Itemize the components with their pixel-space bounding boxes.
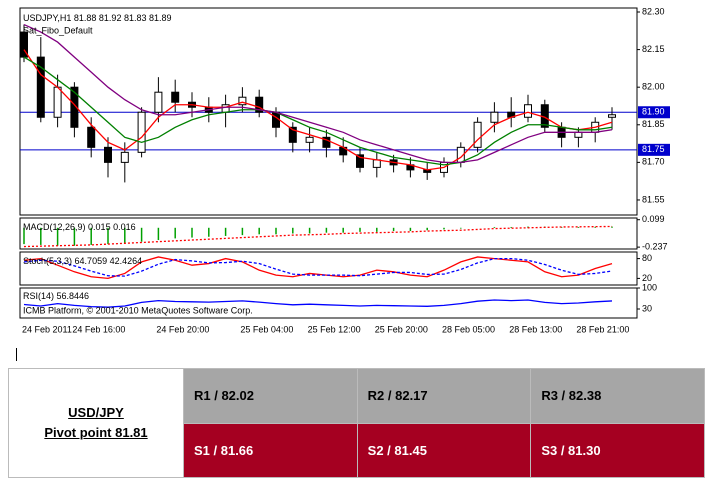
support: S2 / 81.45	[356, 422, 532, 478]
candle-body	[322, 136, 331, 148]
label: Stoch(5,3,3)	[23, 256, 72, 266]
quote: 81.88	[74, 13, 97, 23]
x-tick-label: 24 Feb 2011	[22, 324, 72, 334]
panel-frame	[19, 7, 638, 216]
candle-body	[490, 111, 499, 123]
candle-body	[238, 96, 247, 106]
candle-body	[356, 154, 364, 168]
x-tick-label: 25 Feb 12:00	[308, 324, 361, 334]
candle-body	[255, 96, 264, 113]
readout: 0.015	[88, 222, 111, 232]
y-tick-label: 82.15	[642, 44, 665, 54]
moving-average	[23, 56, 613, 166]
y-tick-label: 82.00	[642, 82, 665, 92]
x-tick-label: 25 Feb 04:00	[240, 324, 293, 334]
candle-body	[608, 114, 616, 118]
candle-body	[53, 86, 62, 118]
candle-body	[36, 56, 45, 118]
readout: 42.4264	[110, 256, 143, 266]
pivot: Pivot point 81.81	[44, 425, 148, 440]
candle-body	[171, 91, 180, 103]
rsi-line	[23, 299, 613, 308]
y-tick-label: -0.237	[642, 241, 668, 251]
moving-average	[23, 49, 613, 171]
y-tick-label: 81.70	[642, 157, 665, 167]
resistance: R3 / 82.38	[530, 368, 705, 424]
x-tick-label: 28 Feb 21:00	[576, 324, 629, 334]
candle-body	[288, 126, 297, 143]
x-tick-label: 28 Feb 05:00	[442, 324, 495, 334]
panel-frame	[19, 217, 638, 250]
moving-average	[23, 23, 613, 164]
stoch-signal	[23, 257, 613, 277]
quote: 81.83	[124, 13, 147, 23]
readout: 64.7059	[75, 256, 108, 266]
candle-body	[524, 104, 532, 118]
pivot-table: USD/JPY Pivot point 81.81 R1 / 82.02 R2 / …	[8, 368, 705, 478]
candle-body	[372, 159, 381, 168]
y-tick-label: 0.099	[642, 214, 665, 224]
candle-body	[574, 131, 583, 138]
quote: 81.92	[99, 13, 122, 23]
y-tick-label: 20	[642, 273, 652, 283]
symbol: USDJPY,H1	[23, 13, 71, 23]
y-tick-label: 81.85	[642, 119, 665, 129]
candle-body	[70, 86, 79, 128]
x-tick-label: 28 Feb 13:00	[509, 324, 562, 334]
copyright: ICMB Platform, © 2001-2010 MetaQuotes So…	[23, 305, 253, 315]
price-label: 81.75	[642, 144, 665, 154]
panel-frame	[19, 287, 638, 319]
label: RSI(14)	[23, 291, 54, 301]
price-label-box	[638, 143, 670, 156]
readout: 0.016	[113, 222, 136, 232]
quote: 81.89	[149, 13, 172, 23]
resistance: R1 / 82.02	[183, 368, 358, 424]
pivot-cell: USD/JPY Pivot point 81.81	[8, 368, 184, 478]
pair: USD/JPY	[68, 405, 124, 420]
readout: 56.8446	[57, 291, 90, 301]
candle-body	[305, 136, 314, 143]
y-tick-label: 80	[642, 253, 652, 263]
x-tick-label: 24 Feb 16:00	[72, 324, 125, 334]
rsi-label: RSI(14) 56.8446	[23, 291, 89, 301]
macd-label: MACD(12,26,9) 0.015 0.016	[23, 222, 136, 232]
template-name: Sat_Fibo_Default	[23, 25, 93, 35]
chart-header: USDJPY,H1 81.88 81.92 81.83 81.89	[23, 13, 172, 23]
y-tick-label: 30	[642, 303, 652, 313]
candle-body	[137, 111, 146, 153]
candle-body	[87, 126, 96, 148]
stoch-main	[23, 256, 613, 280]
panel-frame	[19, 251, 638, 286]
y-tick-label: 82.30	[642, 6, 665, 16]
y-tick-label: 81.55	[642, 194, 665, 204]
stoch-label: Stoch(5,3,3) 64.7059 42.4264	[23, 256, 142, 266]
support: S1 / 81.66	[183, 422, 358, 478]
chart: USDJPY,H1 81.88 81.92 81.83 81.89 Sat_Fib…	[19, 6, 670, 334]
candle-body	[120, 151, 129, 163]
price-label: 81.90	[642, 107, 665, 117]
candle-body	[104, 146, 112, 163]
price-label-box	[638, 106, 670, 119]
text-cursor	[16, 348, 17, 361]
x-tick-label: 24 Feb 20:00	[156, 324, 209, 334]
resistance: R2 / 82.17	[356, 368, 532, 424]
candle-body	[154, 91, 163, 113]
support: S3 / 81.30	[530, 422, 705, 478]
y-tick-label: 100	[642, 282, 657, 292]
x-tick-label: 25 Feb 20:00	[375, 324, 428, 334]
label: MACD(12,26,9)	[23, 222, 86, 232]
candle-body	[473, 121, 482, 148]
